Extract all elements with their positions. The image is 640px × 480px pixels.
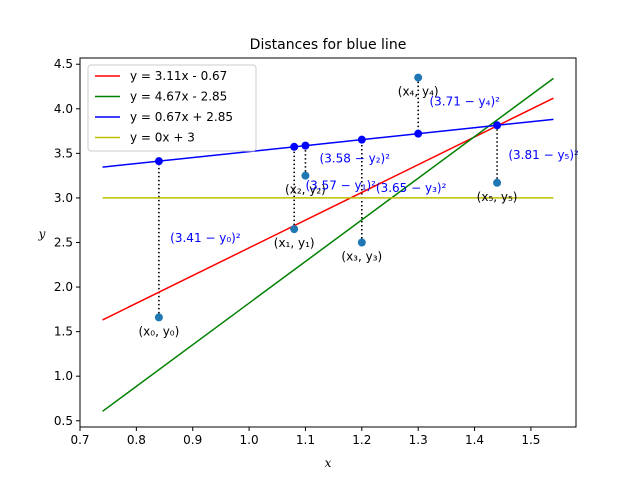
chart-title: Distances for blue line <box>250 37 407 53</box>
projected-point-2 <box>301 141 310 150</box>
projected-point-3 <box>357 135 366 144</box>
point-label-2: (x₂, y₂) <box>285 183 326 197</box>
series-line-1 <box>102 77 554 412</box>
y-tick-label-8: 4.5 <box>54 57 73 71</box>
y-tick-label-7: 4.0 <box>54 102 73 116</box>
point-label-1: (x₁, y₁) <box>274 236 315 250</box>
legend-entry-1: y = 4.67x - 2.85 <box>130 90 227 104</box>
y-tick-label-6: 3.5 <box>54 146 73 160</box>
legend-entry-2: y = 0.67x + 2.85 <box>130 110 233 124</box>
x-tick-label-3: 1.0 <box>240 433 259 447</box>
data-point-3 <box>357 238 366 247</box>
distance-label-1: (3.57 − y₁)² <box>305 178 376 192</box>
distance-label-0: (3.41 − y₀)² <box>170 231 241 245</box>
y-tick-label-4: 2.5 <box>54 236 73 250</box>
projected-point-4 <box>414 129 423 138</box>
y-tick-label-0: 0.5 <box>54 414 73 428</box>
x-tick-label-4: 1.1 <box>296 433 315 447</box>
distance-label-5: (3.81 − y₅)² <box>508 148 579 162</box>
distance-label-2: (3.58 − y₂)² <box>320 152 391 166</box>
data-point-2 <box>301 171 310 180</box>
y-tick-label-5: 3.0 <box>54 191 73 205</box>
x-tick-label-8: 1.5 <box>521 433 540 447</box>
plot-area: (x₀, y₀) (x₁, y₁) (x₂, y₂) (x₃, y₃) (x₄, y₄)… <box>54 57 579 447</box>
projected-point-5 <box>493 121 502 130</box>
x-tick-label-6: 1.3 <box>409 433 428 447</box>
point-label-3: (x₃, y₃) <box>341 250 382 264</box>
data-point-5 <box>493 178 502 187</box>
point-label-4: (x₄, y₄) <box>398 85 439 99</box>
y-tick-label-1: 1.0 <box>54 369 73 383</box>
y-tick-label-3: 2.0 <box>54 280 73 294</box>
x-axis-label: x <box>325 456 332 470</box>
x-tick-label-7: 1.4 <box>465 433 484 447</box>
legend-entry-0: y = 3.11x - 0.67 <box>130 69 227 83</box>
legend-entry-3: y = 0x + 3 <box>130 131 195 145</box>
legend-box <box>87 64 257 152</box>
y-tick-label-2: 1.5 <box>54 325 73 339</box>
y-axis-label: y <box>38 227 46 241</box>
point-label-0: (x₀, y₀) <box>138 324 179 338</box>
distance-label-3: (3.65 − y₃)² <box>376 181 447 195</box>
series-line-2 <box>102 118 554 168</box>
x-tick-label-2: 0.9 <box>183 433 202 447</box>
data-point-4 <box>414 73 423 82</box>
data-point-1 <box>290 225 299 234</box>
x-tick-label-5: 1.2 <box>352 433 371 447</box>
projected-point-0 <box>154 157 163 166</box>
series-line-0 <box>102 97 554 321</box>
x-tick-label-0: 0.7 <box>70 433 89 447</box>
data-point-0 <box>154 313 163 322</box>
legend: y = 3.11x - 0.67 y = 4.67x - 2.85 y = 0.67… <box>87 64 257 152</box>
distance-label-4: (3.71 − y₄)² <box>429 95 500 109</box>
point-label-5: (x₅, y₅) <box>477 190 518 204</box>
projected-point-1 <box>290 142 299 151</box>
x-tick-label-1: 0.8 <box>127 433 146 447</box>
